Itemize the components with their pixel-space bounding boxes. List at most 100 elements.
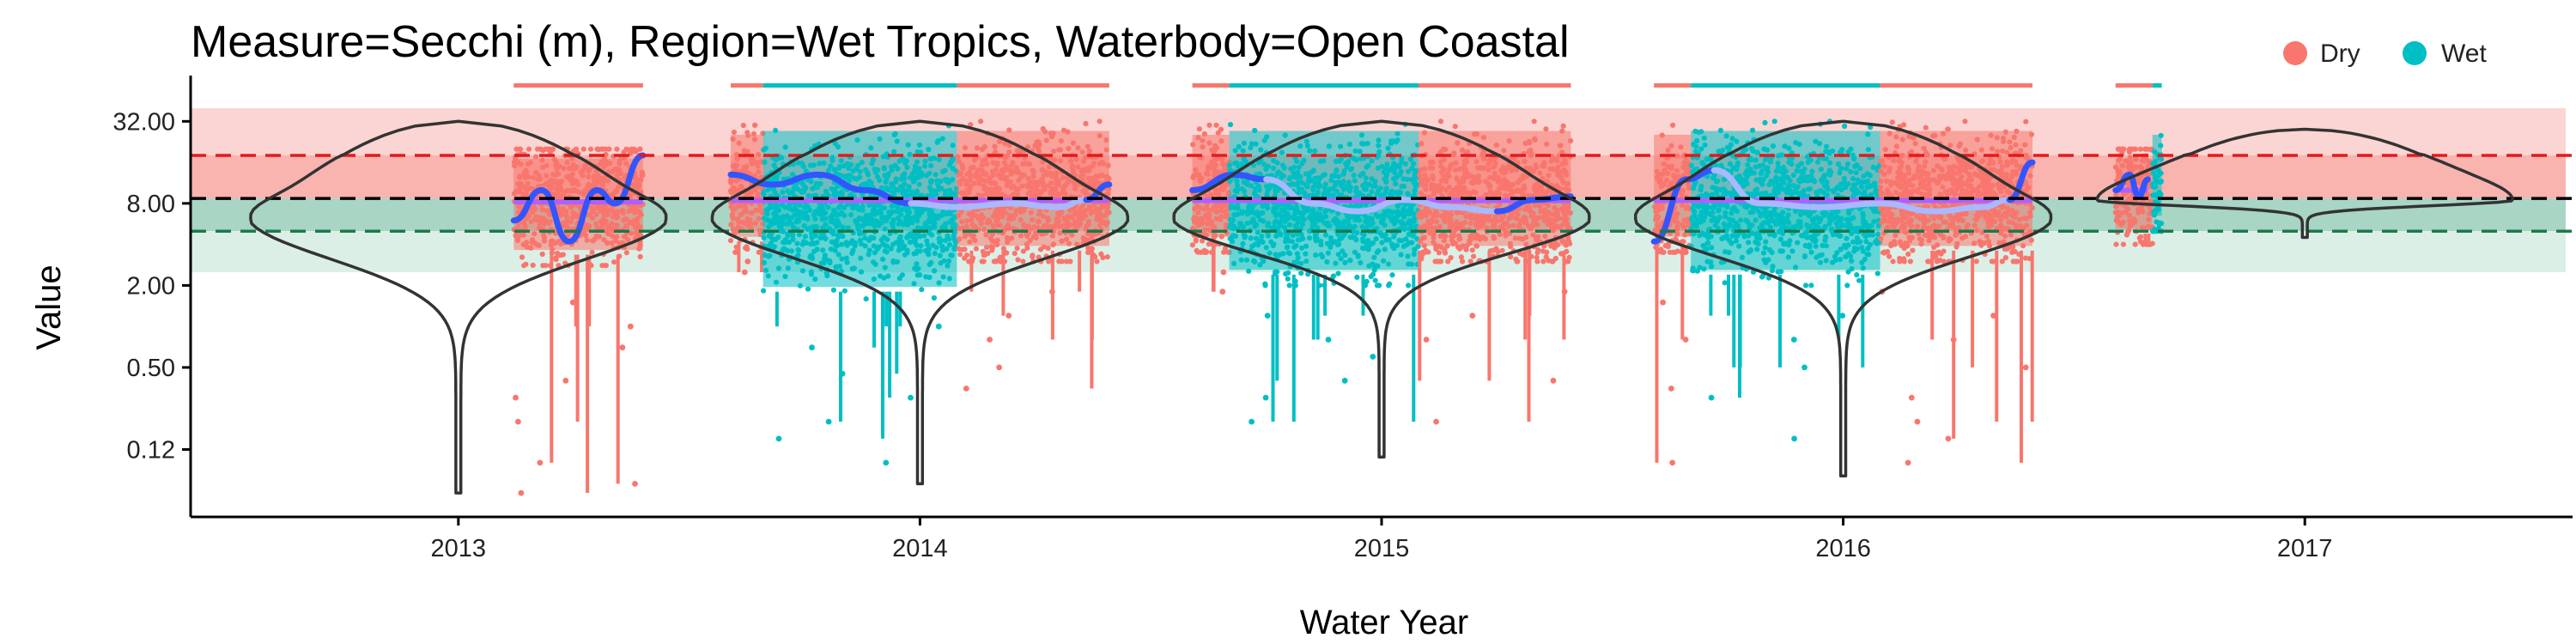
data-point xyxy=(1450,152,1457,158)
data-point xyxy=(1540,258,1546,264)
data-point xyxy=(938,179,944,185)
data-point xyxy=(1654,168,1660,174)
data-point xyxy=(1212,187,1218,193)
data-point xyxy=(521,219,527,225)
data-point xyxy=(999,170,1005,176)
data-point xyxy=(820,247,826,253)
data-point xyxy=(1411,177,1417,184)
data-point xyxy=(780,189,786,195)
data-point xyxy=(1020,258,1026,264)
data-point xyxy=(897,184,904,190)
data-point xyxy=(1072,185,1078,191)
data-point xyxy=(1564,222,1570,228)
data-point xyxy=(1668,143,1674,149)
data-point xyxy=(1266,221,1272,227)
data-point xyxy=(1441,238,1447,244)
data-point xyxy=(515,159,521,166)
data-point xyxy=(1478,235,1484,241)
season-bar-8 xyxy=(1691,83,1880,88)
data-point xyxy=(966,177,972,183)
data-point xyxy=(896,236,902,242)
data-point xyxy=(1332,218,1338,224)
data-point xyxy=(1361,141,1367,147)
data-point xyxy=(605,168,611,174)
data-point xyxy=(555,204,561,210)
data-point xyxy=(1212,162,1218,168)
data-point xyxy=(568,219,574,225)
data-point xyxy=(889,210,895,216)
data-point xyxy=(1083,120,1089,127)
data-point xyxy=(1564,216,1570,222)
data-point xyxy=(1467,215,1473,221)
data-point xyxy=(813,223,819,230)
data-point xyxy=(1334,242,1341,248)
data-point xyxy=(926,217,932,223)
data-point xyxy=(1441,216,1447,222)
data-point xyxy=(785,233,791,239)
data-point xyxy=(1663,177,1670,183)
data-point xyxy=(877,273,884,279)
data-point xyxy=(1218,206,1225,212)
data-point xyxy=(995,222,1001,228)
data-point xyxy=(951,215,957,221)
data-point xyxy=(1253,235,1260,241)
data-point xyxy=(1018,233,1024,239)
data-point xyxy=(1271,241,1277,247)
data-point xyxy=(1553,167,1559,173)
data-point xyxy=(1515,179,1521,185)
data-point xyxy=(1372,277,1378,283)
data-point xyxy=(515,224,521,230)
data-point xyxy=(1352,223,1358,229)
data-point xyxy=(908,216,914,222)
data-point xyxy=(763,207,770,213)
data-point xyxy=(1370,261,1376,267)
data-point xyxy=(1318,242,1324,248)
data-point xyxy=(1005,239,1011,245)
data-point xyxy=(826,167,832,173)
data-point xyxy=(632,221,638,228)
data-point xyxy=(893,176,899,182)
data-point xyxy=(778,228,784,234)
data-point xyxy=(942,167,948,173)
data-point xyxy=(793,219,799,225)
data-point xyxy=(1101,219,1107,225)
data-point xyxy=(788,248,795,254)
data-point xyxy=(1353,185,1359,191)
data-point xyxy=(557,193,563,199)
data-point xyxy=(1404,176,1410,182)
data-point xyxy=(795,246,801,253)
data-point xyxy=(993,211,999,218)
data-point xyxy=(1480,135,1486,141)
data-point xyxy=(1461,220,1468,226)
data-point xyxy=(1355,253,1361,259)
data-point xyxy=(977,173,983,179)
data-point xyxy=(890,223,896,229)
data-point xyxy=(1433,246,1439,252)
data-point xyxy=(1036,219,1042,225)
data-point xyxy=(798,213,804,219)
data-point xyxy=(1333,180,1340,186)
data-point xyxy=(764,211,770,217)
chart-title: Measure=Secchi (m), Region=Wet Tropics, … xyxy=(191,17,1570,67)
data-point xyxy=(1248,144,1254,151)
data-point xyxy=(1383,185,1389,191)
data-point xyxy=(930,217,936,223)
data-point xyxy=(1531,216,1537,223)
data-point xyxy=(609,240,615,246)
data-point xyxy=(808,269,815,275)
data-point xyxy=(1340,248,1346,254)
data-point xyxy=(1090,163,1096,169)
data-point xyxy=(778,222,785,228)
data-point xyxy=(1265,233,1271,239)
data-point xyxy=(1865,147,1871,153)
data-point xyxy=(969,234,975,240)
data-point xyxy=(598,204,605,210)
data-point xyxy=(1230,224,1236,230)
data-point xyxy=(1419,141,1425,147)
data-point xyxy=(896,276,902,282)
data-point xyxy=(1471,131,1478,137)
data-point xyxy=(1312,148,1318,154)
data-point xyxy=(1066,213,1072,219)
data-point xyxy=(843,240,849,246)
data-point xyxy=(1471,253,1477,259)
